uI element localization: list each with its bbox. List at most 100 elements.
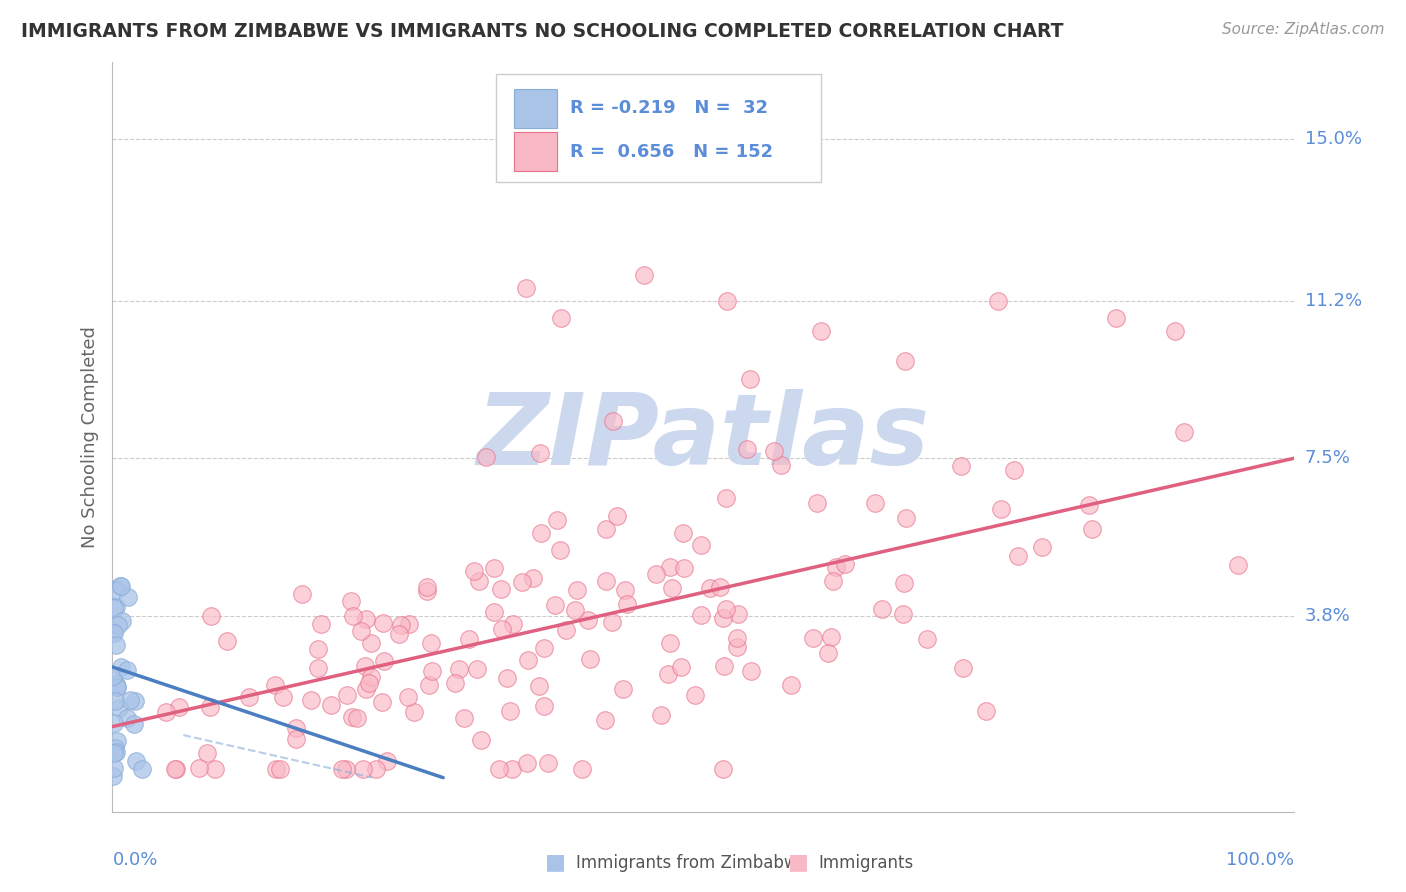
Point xyxy=(389,618,412,632)
Point xyxy=(1002,463,1025,477)
Point xyxy=(713,658,735,673)
Point xyxy=(780,678,803,692)
Point xyxy=(475,450,498,464)
Point xyxy=(495,671,517,685)
Point xyxy=(204,762,226,776)
Point xyxy=(340,710,363,724)
Point xyxy=(690,538,713,552)
Point xyxy=(269,762,291,776)
Point xyxy=(124,694,146,708)
Point xyxy=(169,700,191,714)
Text: Immigrants from Zimbabwe: Immigrants from Zimbabwe xyxy=(576,854,808,871)
Point xyxy=(614,582,637,597)
Point xyxy=(533,640,555,655)
Point xyxy=(165,762,187,776)
Point xyxy=(711,611,734,625)
Point xyxy=(554,623,576,637)
Text: 100.0%: 100.0% xyxy=(1226,851,1294,869)
Point xyxy=(371,694,394,708)
Point xyxy=(533,699,555,714)
Point xyxy=(388,627,411,641)
Point xyxy=(291,587,314,601)
Point xyxy=(546,513,568,527)
Point xyxy=(264,678,287,692)
Point xyxy=(330,762,353,776)
Point xyxy=(548,543,571,558)
Point xyxy=(101,769,124,783)
Point xyxy=(284,721,307,735)
Point xyxy=(463,565,485,579)
Point xyxy=(371,615,394,630)
Text: 7.5%: 7.5% xyxy=(1305,450,1351,467)
Point xyxy=(122,716,145,731)
Point xyxy=(364,762,387,776)
Point xyxy=(120,692,142,706)
Point xyxy=(735,442,758,456)
Point xyxy=(111,614,134,628)
Point xyxy=(404,706,426,720)
Point xyxy=(672,526,695,541)
Point xyxy=(769,458,792,472)
Point xyxy=(516,653,538,667)
Point xyxy=(801,632,824,646)
Point xyxy=(354,681,377,696)
Point xyxy=(593,713,616,727)
Point xyxy=(465,662,488,676)
Point xyxy=(527,679,550,693)
Point xyxy=(1105,310,1128,325)
Text: 11.2%: 11.2% xyxy=(1305,292,1362,310)
Point xyxy=(650,708,672,723)
Point xyxy=(108,701,131,715)
Point xyxy=(740,665,762,679)
Point xyxy=(360,636,382,650)
Point xyxy=(356,611,378,625)
Point xyxy=(335,762,357,776)
Point xyxy=(810,324,832,338)
Point xyxy=(200,608,222,623)
Point xyxy=(1226,558,1249,572)
Point xyxy=(342,609,364,624)
Point xyxy=(443,676,465,690)
Point xyxy=(529,446,551,460)
Text: 15.0%: 15.0% xyxy=(1305,130,1361,148)
Point xyxy=(499,704,522,718)
FancyBboxPatch shape xyxy=(515,88,557,128)
Point xyxy=(307,661,329,675)
Point xyxy=(1164,324,1187,338)
Point xyxy=(565,582,588,597)
Point xyxy=(740,372,762,386)
Point xyxy=(699,581,721,595)
Point xyxy=(352,762,374,776)
Point xyxy=(1007,549,1029,564)
Point xyxy=(375,754,398,768)
Point xyxy=(311,617,333,632)
Point xyxy=(104,745,127,759)
Point xyxy=(616,598,638,612)
Point xyxy=(103,746,125,760)
Point xyxy=(103,715,125,730)
Point xyxy=(543,599,565,613)
Point xyxy=(284,732,307,747)
Point xyxy=(360,670,382,684)
Point xyxy=(579,652,602,666)
Point xyxy=(101,669,124,683)
Point xyxy=(336,688,359,702)
Point xyxy=(763,443,786,458)
Point xyxy=(108,579,131,593)
Point xyxy=(894,510,917,524)
Point xyxy=(576,613,599,627)
Point xyxy=(195,747,218,761)
Point xyxy=(658,636,681,650)
Point xyxy=(817,646,839,660)
Point xyxy=(633,268,655,283)
Point xyxy=(396,690,419,704)
Point xyxy=(891,607,914,621)
Point xyxy=(600,615,623,630)
Point xyxy=(155,705,177,719)
Point xyxy=(447,662,470,676)
Y-axis label: No Schooling Completed: No Schooling Completed xyxy=(80,326,98,548)
Point xyxy=(115,711,138,725)
Point xyxy=(420,636,443,650)
Point xyxy=(502,617,524,632)
Point xyxy=(659,559,682,574)
